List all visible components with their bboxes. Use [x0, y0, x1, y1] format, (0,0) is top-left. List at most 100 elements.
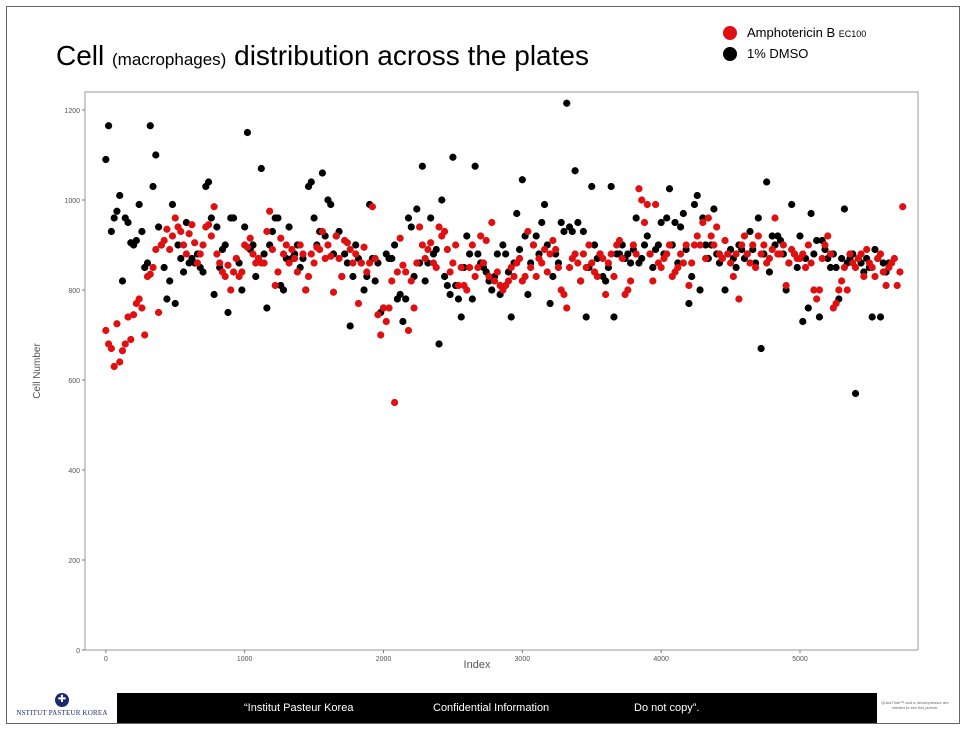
y-axis: 0 200 400 600 800 1000 1200 [64, 108, 85, 655]
amphotericin-point [585, 241, 593, 249]
amphotericin-point [396, 234, 404, 242]
amphotericin-point [540, 245, 549, 254]
dmso-point [174, 241, 182, 249]
dmso-point [813, 236, 821, 245]
dmso-point [435, 340, 443, 348]
dmso-point [221, 241, 229, 249]
dmso-point [768, 232, 776, 240]
amphotericin-point [729, 272, 737, 281]
dmso-point [540, 200, 549, 209]
amphotericin-point [543, 268, 551, 276]
dmso-point [102, 155, 110, 164]
amphotericin-point [696, 241, 704, 249]
amphotericin-point [532, 272, 540, 281]
dmso-point [465, 250, 474, 258]
dmso-point [532, 232, 540, 240]
amphotericin-point [118, 347, 127, 355]
dmso-point [118, 277, 127, 285]
amphotericin-point [746, 259, 754, 267]
y-tick-label: 400 [68, 468, 80, 475]
dmso-point [238, 286, 246, 294]
amphotericin-point [821, 241, 829, 249]
legend-swatch-red [723, 25, 737, 40]
amphotericin-point [765, 254, 774, 263]
amphotericin-point [321, 254, 329, 263]
dmso-point [360, 286, 368, 294]
amphotericin-point [893, 281, 901, 290]
amphotericin-point [246, 234, 254, 242]
amphotericin-point [840, 263, 849, 272]
amphotericin-point [602, 290, 610, 299]
amphotericin-point [329, 288, 338, 296]
dmso-point [427, 214, 435, 222]
amphotericin-point [410, 304, 418, 312]
amphotericin-point [302, 286, 310, 294]
x-tick-label: 5000 [792, 656, 808, 663]
dmso-point [804, 304, 812, 312]
amphotericin-point [168, 232, 177, 240]
x-tick-label: 4000 [653, 656, 669, 663]
amphotericin-point [604, 259, 613, 267]
dmso-point [243, 128, 252, 137]
slide-title: Cell (macrophages) distribution across t… [56, 40, 589, 72]
dmso-point [116, 191, 124, 200]
amphotericin-point [116, 358, 124, 366]
dmso-point [207, 214, 215, 222]
y-tick-label: 600 [68, 378, 80, 385]
amphotericin-point [188, 221, 196, 229]
amphotericin-point [818, 254, 826, 263]
dmso-point [627, 259, 635, 267]
dmso-point [318, 169, 327, 177]
amphotericin-point [177, 227, 185, 236]
amphotericin-point [679, 259, 687, 267]
dmso-point [263, 304, 271, 312]
amphotericin-point [179, 241, 188, 249]
amphotericin-point [751, 263, 760, 272]
amphotericin-point [415, 223, 424, 231]
dmso-point [177, 254, 185, 263]
dmso-point [871, 245, 879, 254]
dmso-point [657, 218, 665, 227]
amphotericin-point [857, 250, 865, 258]
amphotericin-point [402, 268, 410, 276]
amphotericin-point [443, 245, 451, 254]
amphotericin-point [371, 254, 379, 263]
amphotericin-point [193, 259, 202, 267]
amphotericin-point [293, 268, 302, 276]
amphotericin-point [699, 218, 707, 227]
amphotericin-point [579, 250, 588, 258]
dmso-point [252, 272, 260, 281]
dmso-point [446, 290, 454, 299]
x-tick-label: 2000 [376, 656, 392, 663]
dmso-point [143, 259, 152, 267]
amphotericin-point [704, 214, 712, 222]
amphotericin-point [227, 286, 235, 294]
amphotericin-point [552, 245, 560, 254]
amphotericin-point [432, 263, 440, 272]
amphotericin-point [274, 268, 282, 276]
amphotericin-point [366, 259, 374, 267]
dmso-point [182, 218, 190, 227]
dmso-point [688, 272, 696, 281]
amphotericin-point [271, 281, 279, 290]
amphotericin-point [291, 254, 299, 263]
dmso-point [838, 254, 846, 263]
amphotericin-point [860, 272, 868, 281]
amphotericin-point [413, 259, 421, 267]
dmso-point [249, 241, 257, 249]
footer-copy: Do not copy”. [634, 702, 700, 714]
amphotericin-point [127, 335, 135, 344]
amphotericin-point [782, 281, 790, 290]
title-rest: distribution across the plates [234, 40, 589, 71]
amphotericin-point [871, 272, 879, 281]
dmso-point [110, 214, 118, 222]
amphotericin-point [390, 398, 399, 407]
dmso-point [166, 277, 174, 285]
amphotericin-point [674, 263, 682, 272]
dmso-point [807, 209, 815, 218]
amphotericin-point [899, 203, 907, 211]
amphotericin-point [454, 281, 463, 290]
amphotericin-point [260, 259, 268, 267]
quicktime-placeholder: QuickTime™ and a decompressor are needed… [881, 700, 949, 710]
dmso-point [327, 200, 335, 209]
